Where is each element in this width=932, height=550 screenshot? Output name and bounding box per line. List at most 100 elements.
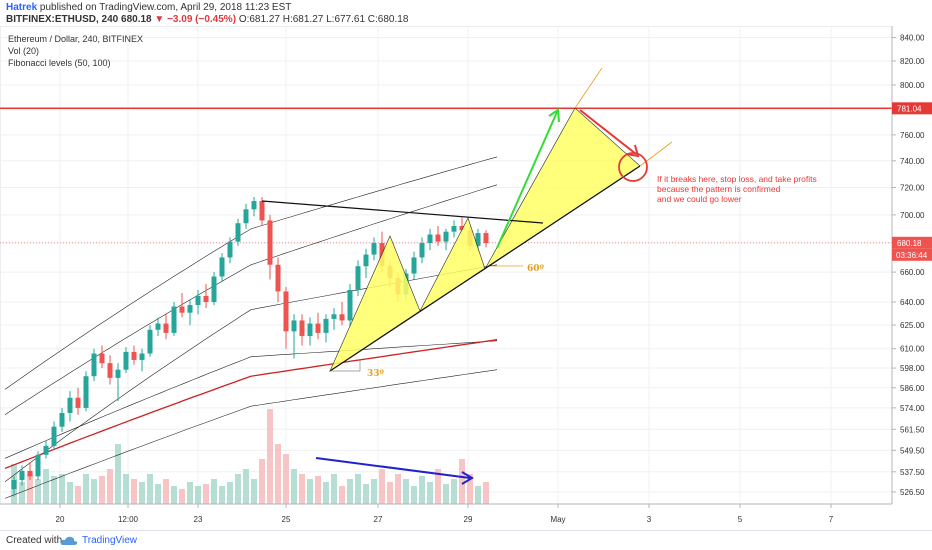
bollinger-lower-line [4, 340, 498, 459]
ohlc-values: O:681.27 H:681.27 L:677.61 C:680.18 [238, 14, 409, 25]
volume-bar [243, 469, 249, 504]
candle [307, 317, 313, 346]
candle [187, 298, 193, 326]
candle-body [123, 351, 129, 370]
y-tick-label: 840.00 [900, 34, 925, 43]
volume-bar [323, 482, 329, 504]
y-tick-label: 526.50 [900, 488, 925, 497]
candle [275, 257, 281, 303]
y-tick-label: 660.00 [900, 268, 925, 277]
volume-bar [443, 484, 449, 504]
angle-label-60: 60º [527, 264, 545, 274]
candle [155, 317, 161, 337]
volume-bar [179, 489, 185, 504]
candle [283, 286, 289, 349]
candle-body [67, 397, 73, 413]
x-tick-label: 27 [374, 515, 383, 524]
volume-bar [187, 482, 193, 504]
candle [419, 237, 425, 264]
tradingview-brand[interactable]: TradingView [82, 535, 138, 546]
candle [243, 203, 249, 229]
annotation-note: If it breaks here, stop loss, and take p… [367, 174, 817, 379]
candle-body [35, 454, 41, 477]
candle-body [11, 479, 17, 490]
volume-bar [283, 454, 289, 504]
candle-body [259, 201, 265, 221]
candle [339, 302, 345, 326]
candle-body [27, 470, 33, 477]
candle [211, 272, 217, 306]
x-tick-label: 5 [738, 515, 743, 524]
annotation-line-1: If it breaks here, stop loss, and take p… [657, 174, 817, 184]
tradingview-cloud-icon [60, 536, 78, 545]
candle [299, 314, 305, 346]
y-tick-label: 561.50 [900, 425, 925, 434]
volume-bar [403, 479, 409, 504]
candle-body [75, 397, 81, 408]
candle-body [347, 289, 353, 321]
candle-body [275, 264, 281, 292]
moving-average-line [4, 339, 498, 470]
candle-body [19, 470, 25, 480]
volume-bar [339, 486, 345, 504]
breakout-circle [618, 152, 648, 182]
angle-marker-33 [330, 359, 361, 372]
volume-bar [107, 469, 113, 504]
volume-bar [19, 482, 25, 504]
volume-bar [203, 484, 209, 504]
volume-bar [315, 476, 321, 504]
neckline-trendline [261, 200, 544, 224]
candle [91, 348, 97, 382]
author-link[interactable]: Hatrek [6, 2, 38, 13]
x-tick-label: 23 [194, 515, 203, 524]
volume-bar [155, 484, 161, 504]
y-tick-label: 800.00 [900, 81, 925, 90]
candle-body [139, 353, 145, 360]
volume-bar [307, 479, 313, 504]
volume-bar [219, 486, 225, 504]
countdown-tag: 03:36:44 [896, 251, 928, 260]
volume-bar [251, 479, 257, 504]
chart-header: Hatrek published on TradingView.com, Apr… [0, 0, 932, 26]
candle-body [299, 320, 305, 337]
y-tick-label: 610.00 [900, 345, 925, 354]
current-price: 680.18 [121, 14, 152, 25]
candle-body [155, 323, 161, 330]
volume-bar [171, 486, 177, 504]
candle [83, 371, 89, 412]
volume-bar [43, 469, 49, 504]
candle [251, 196, 257, 217]
volume-bar [195, 486, 201, 504]
volume-bar [115, 444, 121, 504]
bollinger-upper-line [4, 156, 498, 390]
volume-bar [75, 486, 81, 504]
annotation-line-3: and we could go lower [657, 194, 742, 204]
volume-bar [131, 479, 137, 504]
volume-bar [331, 474, 337, 504]
y-tick-label: 537.50 [900, 468, 925, 477]
axes: 840.00820.00800.00780.00760.00740.00720.… [0, 26, 932, 530]
bearish-arrow-head [625, 144, 640, 158]
indicator-lines [4, 156, 498, 499]
angle-ray-upper [574, 67, 603, 109]
countdown-tag-bg [892, 248, 932, 261]
volume-bar [363, 484, 369, 504]
x-tick-label: 7 [829, 515, 834, 524]
candle-body [427, 234, 433, 244]
volume-bar [459, 459, 465, 504]
candle-body [187, 305, 193, 313]
volume-bar [435, 469, 441, 504]
volume-bar [475, 486, 481, 504]
candle [291, 314, 297, 359]
candle [27, 461, 33, 480]
resistance-price-tag-bg [892, 102, 932, 115]
candle-body [211, 276, 217, 303]
x-tick-label: 29 [464, 515, 473, 524]
volume-bar [51, 476, 57, 504]
price-chart[interactable]: 840.00820.00800.00780.00760.00740.00720.… [0, 26, 932, 530]
legend-title: Ethereum / Dollar, 240, BITFINEX [8, 34, 143, 44]
volume-bar [147, 474, 153, 504]
last-price-tag-bg [892, 236, 932, 249]
candle-body [251, 201, 257, 210]
volume-bar [395, 474, 401, 504]
